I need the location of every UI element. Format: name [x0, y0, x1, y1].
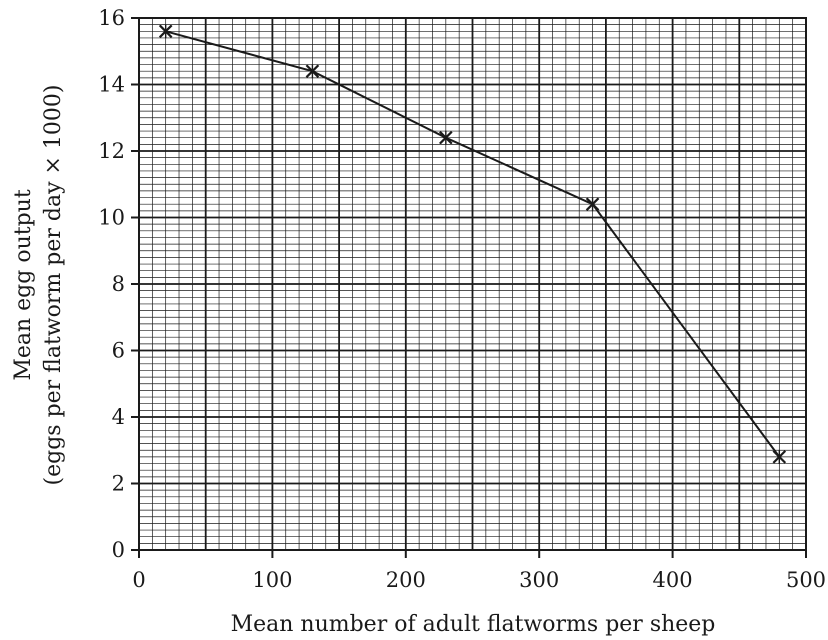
- y-tick-label: 4: [112, 405, 125, 429]
- series-group: [158, 24, 787, 464]
- y-axis-title-line-1: Mean egg output: [11, 189, 36, 381]
- y-tick-label: 6: [112, 339, 125, 363]
- y-tick-label: 14: [98, 73, 125, 97]
- data-point-marker: [305, 64, 320, 79]
- x-tick-label: 100: [252, 568, 292, 592]
- y-tick-label: 16: [98, 6, 125, 30]
- y-tick-label: 0: [112, 538, 125, 562]
- y-tick-label: 10: [98, 206, 125, 230]
- x-tick-label: 500: [786, 568, 826, 592]
- axis-ticks: [131, 17, 807, 558]
- x-axis-title: Mean number of adult flatworms per sheep: [231, 612, 716, 637]
- data-point-marker: [439, 130, 453, 145]
- data-point-marker: [772, 449, 787, 464]
- x-tick-label: 400: [653, 568, 693, 592]
- y-tick-label: 12: [98, 139, 125, 163]
- x-tick-labels: 0 100 200 300 400 500: [132, 568, 826, 592]
- major-grid: [139, 18, 806, 550]
- y-tick-label: 8: [112, 272, 125, 296]
- data-point-marker: [158, 24, 173, 39]
- y-axis-title-line-2: (eggs per flatworm per day × 1000): [41, 85, 66, 486]
- data-point-marker: [585, 197, 600, 212]
- x-tick-label: 0: [132, 568, 145, 592]
- y-tick-label: 2: [112, 472, 125, 496]
- x-tick-label: 300: [519, 568, 559, 592]
- x-tick-label: 200: [386, 568, 426, 592]
- y-tick-labels: 0 2 4 6 8 10 12 14 16: [98, 6, 125, 562]
